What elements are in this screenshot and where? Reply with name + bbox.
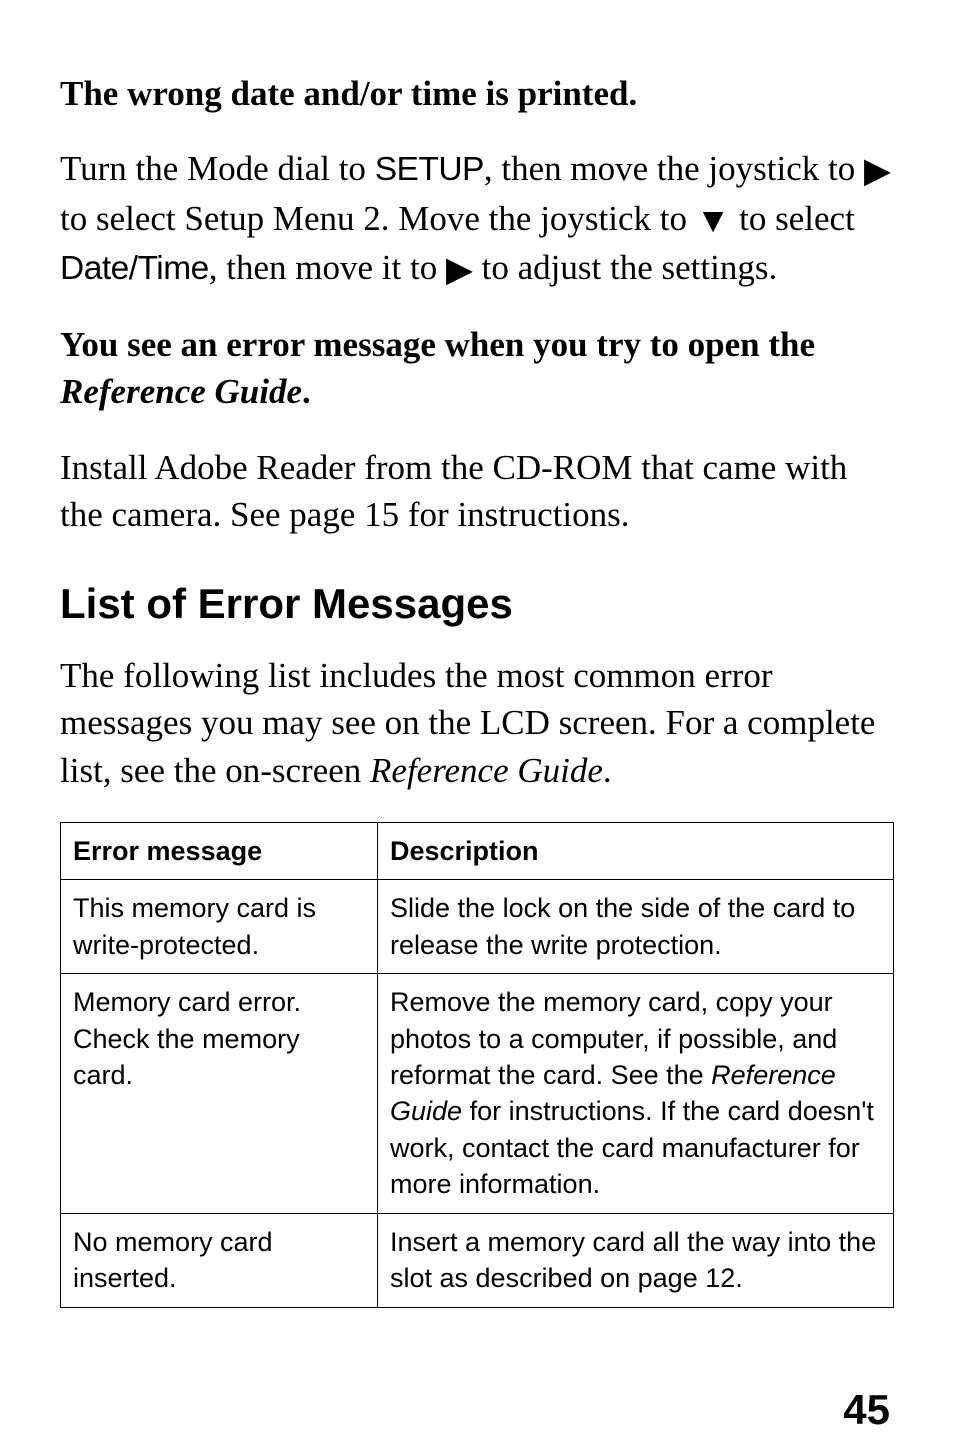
table-row: This memory card is write-protected. Sli… xyxy=(61,880,894,974)
page-container: The wrong date and/or time is printed. T… xyxy=(0,0,954,1434)
page-number: 45 xyxy=(60,1386,894,1434)
paragraph-intro-error-list: The following list includes the most com… xyxy=(60,652,894,794)
text-fragment: , then move it to xyxy=(209,248,446,287)
heading-error-opening-guide: You see an error message when you try to… xyxy=(60,321,894,416)
cell-description: Remove the memory card, copy your photos… xyxy=(378,974,894,1214)
label-datetime: Date/Time xyxy=(60,250,209,287)
paragraph-install-reader: Install Adobe Reader from the CD-ROM tha… xyxy=(60,444,894,539)
triangle-right-icon: ▶ xyxy=(446,246,473,293)
cell-error: No memory card inserted. xyxy=(61,1213,378,1307)
heading-wrong-date: The wrong date and/or time is printed. xyxy=(60,70,894,117)
text-fragment: Insert a memory card all the way into th… xyxy=(390,1227,876,1293)
text-fragment: You see an error message when you try to… xyxy=(60,325,815,364)
error-messages-table: Error message Description This memory ca… xyxy=(60,822,894,1308)
column-header-description: Description xyxy=(378,822,894,879)
table-header-row: Error message Description xyxy=(61,822,894,879)
triangle-down-icon: ▼ xyxy=(696,197,731,244)
label-setup: SETUP xyxy=(375,151,484,188)
text-fragment: . xyxy=(302,372,311,411)
cell-description: Slide the lock on the side of the card t… xyxy=(378,880,894,974)
triangle-right-icon: ▶ xyxy=(864,147,891,194)
text-fragment: . xyxy=(603,751,612,790)
cell-error: Memory card error. Check the memory card… xyxy=(61,974,378,1214)
text-fragment: Turn the Mode dial to xyxy=(60,149,375,188)
column-header-error: Error message xyxy=(61,822,378,879)
text-fragment: to select xyxy=(730,199,854,238)
paragraph-mode-dial: Turn the Mode dial to SETUP, then move t… xyxy=(60,145,894,293)
table-row: Memory card error. Check the memory card… xyxy=(61,974,894,1214)
cell-error: This memory card is write-protected. xyxy=(61,880,378,974)
text-fragment: to select Setup Menu 2. Move the joystic… xyxy=(60,199,696,238)
text-fragment: for instructions. If the card doesn't wo… xyxy=(390,1096,874,1199)
text-fragment: Slide the lock on the side of the card t… xyxy=(390,893,855,959)
table-row: No memory card inserted. Insert a memory… xyxy=(61,1213,894,1307)
cell-description: Insert a memory card all the way into th… xyxy=(378,1213,894,1307)
text-fragment: to adjust the settings. xyxy=(473,248,777,287)
text-fragment: , then move the joystick to xyxy=(484,149,864,188)
title-reference-guide: Reference Guide xyxy=(370,751,603,790)
title-reference-guide: Reference Guide xyxy=(60,372,302,411)
section-title-error-messages: List of Error Messages xyxy=(60,580,894,628)
